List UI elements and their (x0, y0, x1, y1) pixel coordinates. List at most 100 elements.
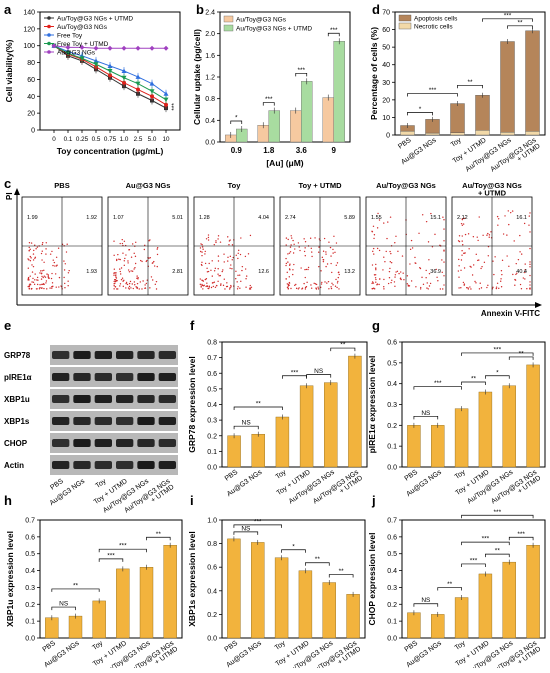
scatter-dot (457, 270, 460, 272)
significance-label: ** (73, 582, 79, 589)
x-category-label: Toy (91, 640, 104, 652)
data-point (136, 87, 140, 92)
scatter-dot (328, 288, 330, 290)
scatter-dot (426, 282, 428, 284)
scatter-dot (51, 272, 53, 275)
scatter-dot (156, 265, 158, 268)
scatter-dot (39, 284, 41, 286)
blot-band (94, 373, 112, 381)
scatter-dot (288, 276, 291, 278)
scatter-dot (231, 268, 233, 270)
significance-label: * (496, 369, 499, 376)
panel-d-ylabel: Percentage of cells (%) (369, 27, 379, 120)
data-point (121, 75, 127, 81)
scatter-dot (65, 251, 68, 253)
y-tick-label: 0.5 (387, 360, 397, 367)
y-tick-label: 0.3 (387, 402, 397, 409)
scatter-dot (330, 287, 333, 290)
significance-bracket (330, 347, 356, 352)
x-category-label: 1.8 (263, 146, 275, 155)
scatter-dot (326, 263, 329, 265)
scatter-dot (245, 275, 248, 277)
scatter-dot (36, 283, 39, 286)
x-category-label: PBS (41, 640, 57, 654)
significance-bracket (407, 112, 433, 116)
blot-band (116, 351, 134, 359)
scatter-dot (304, 247, 306, 249)
scatter-dot (40, 273, 43, 275)
scatter-dot (375, 281, 377, 283)
scatter-dot (131, 270, 134, 272)
scatter-dot (410, 239, 413, 242)
scatter-dot (207, 234, 210, 236)
scatter-dot (476, 236, 478, 238)
scatter-dot (500, 286, 503, 288)
scatter-dot (36, 276, 39, 279)
x-category-label: Toy (274, 640, 287, 652)
scatter-dot (122, 280, 124, 282)
scatter-dot (119, 283, 122, 285)
blot-band (94, 395, 112, 403)
scatter-dot (114, 278, 117, 281)
scatter-dot (371, 230, 373, 233)
scatter-dot (288, 252, 291, 254)
scatter-dot (371, 281, 374, 283)
scatter-dot (332, 248, 334, 251)
scatter-dot (375, 263, 377, 266)
bar-apoptosis (450, 103, 465, 133)
scatter-dot (418, 232, 420, 235)
scatter-dot (138, 288, 140, 290)
scatter-dot (442, 288, 444, 290)
scatter-dot (330, 262, 332, 265)
scatter-dot (512, 273, 514, 276)
scatter-dot (495, 286, 498, 288)
scatter-dot (529, 274, 531, 277)
blot-row-label: XBP1u (4, 395, 30, 404)
scatter-dot (140, 259, 142, 262)
scatter-dot (134, 255, 137, 258)
y-tick-label: 60 (27, 77, 35, 84)
scatter-dot (28, 285, 31, 288)
scatter-dot (289, 251, 292, 253)
significance-label: *** (330, 27, 338, 34)
scatter-dot (477, 239, 479, 242)
scatter-dot (338, 288, 340, 290)
scatter-dot (113, 268, 116, 270)
blot-band (116, 439, 134, 447)
scatter-dot (201, 279, 203, 281)
panel-label-j: j (371, 493, 376, 508)
scatter-dot (322, 260, 325, 263)
scatter-dot (397, 250, 399, 253)
scatter-dot (31, 264, 33, 266)
y-tick-label: 100 (23, 43, 35, 50)
scatter-dot (469, 286, 471, 288)
scatter-dot (229, 267, 231, 269)
y-tick-label: 40 (382, 62, 390, 69)
scatter-dot (291, 237, 293, 239)
scatter-dot (421, 276, 423, 279)
scatter-dot (427, 288, 429, 290)
scatter-dot (514, 284, 516, 286)
x-tick-label: 0.5 (92, 136, 101, 143)
y-tick-label: 0.6 (207, 565, 217, 572)
scatter-dot (219, 241, 222, 243)
scatter-dot (325, 265, 327, 268)
scatter-dot (297, 242, 300, 244)
scatter-dot (228, 243, 230, 246)
scatter-dot (29, 248, 31, 251)
scatter-dot (31, 271, 34, 273)
scatter-dot (119, 270, 121, 273)
legend-swatch (398, 14, 412, 22)
y-tick-label: 80 (27, 60, 35, 67)
significance-label: ** (471, 376, 477, 383)
scatter-dot (223, 278, 225, 280)
scatter-dot (487, 284, 489, 287)
scatter-dot (305, 268, 308, 271)
scatter-dot (391, 279, 393, 281)
bar-necrotic (500, 131, 515, 136)
scatter-dot (208, 287, 210, 290)
significance-bracket (482, 18, 533, 22)
scatter-dot (373, 237, 375, 240)
panel-label-h: h (4, 493, 12, 508)
x-category-label: Toy (454, 640, 467, 652)
